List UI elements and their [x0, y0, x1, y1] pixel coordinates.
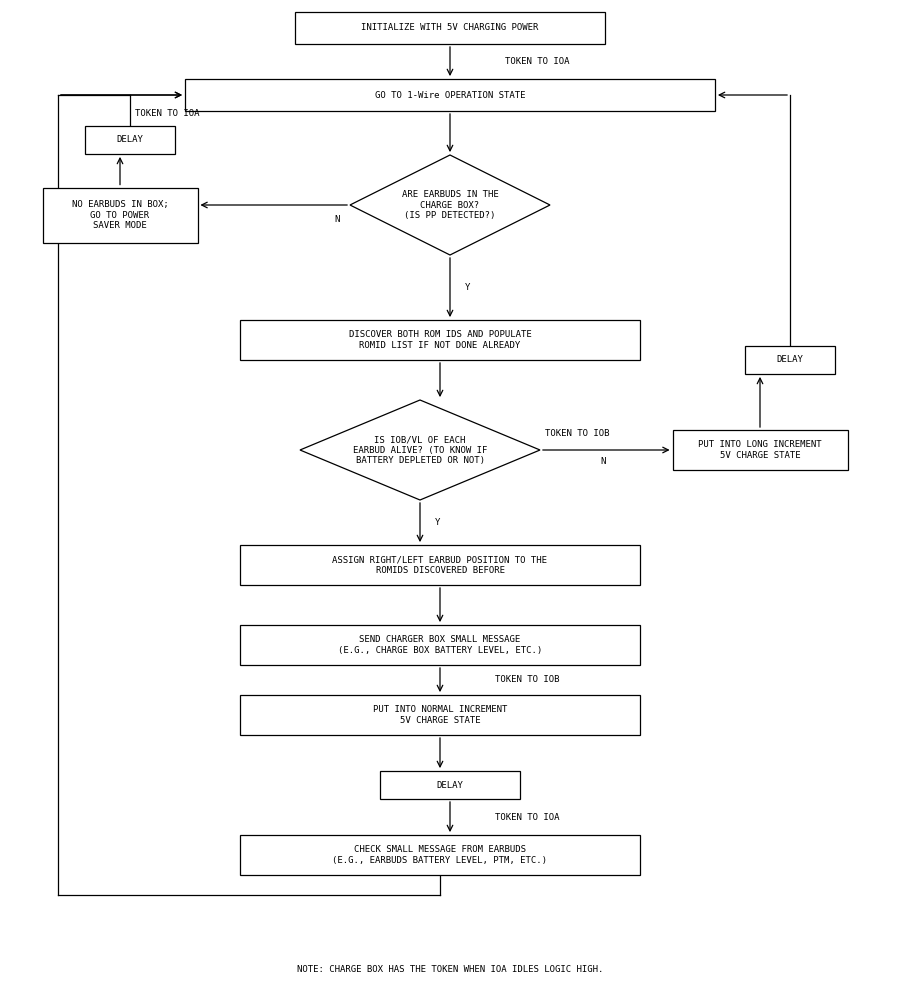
Bar [295, 12, 605, 44]
Text: TOKEN TO IOB: TOKEN TO IOB [495, 676, 560, 684]
Text: DELAY: DELAY [777, 356, 804, 364]
Text: GO TO 1-Wire OPERATION STATE: GO TO 1-Wire OPERATION STATE [374, 91, 526, 100]
Text: ASSIGN RIGHT/LEFT EARBUD POSITION TO THE
ROMIDS DISCOVERED BEFORE: ASSIGN RIGHT/LEFT EARBUD POSITION TO THE… [332, 555, 547, 575]
Text: TOKEN TO IOA: TOKEN TO IOA [495, 812, 560, 822]
Text: INITIALIZE WITH 5V CHARGING POWER: INITIALIZE WITH 5V CHARGING POWER [361, 23, 539, 32]
Bar [42, 188, 197, 242]
Polygon shape [300, 400, 540, 500]
Bar [240, 835, 640, 875]
Text: SEND CHARGER BOX SMALL MESSAGE
(E.G., CHARGE BOX BATTERY LEVEL, ETC.): SEND CHARGER BOX SMALL MESSAGE (E.G., CH… [338, 635, 542, 655]
Bar [380, 771, 520, 799]
Bar [240, 545, 640, 585]
Bar [672, 430, 848, 470]
Text: Y: Y [436, 518, 441, 527]
Bar [240, 695, 640, 735]
Text: CHECK SMALL MESSAGE FROM EARBUDS
(E.G., EARBUDS BATTERY LEVEL, PTM, ETC.): CHECK SMALL MESSAGE FROM EARBUDS (E.G., … [332, 845, 547, 865]
Polygon shape [350, 155, 550, 255]
Text: TOKEN TO IOB: TOKEN TO IOB [545, 430, 609, 438]
Text: DELAY: DELAY [436, 780, 464, 790]
Text: NO EARBUDS IN BOX;
GO TO POWER
SAVER MODE: NO EARBUDS IN BOX; GO TO POWER SAVER MOD… [72, 200, 168, 230]
Text: IS IOB/VL OF EACH
EARBUD ALIVE? (TO KNOW IF
BATTERY DEPLETED OR NOT): IS IOB/VL OF EACH EARBUD ALIVE? (TO KNOW… [353, 435, 487, 465]
Bar [185, 79, 715, 111]
Text: Y: Y [465, 283, 471, 292]
Bar [240, 320, 640, 360]
Bar [240, 625, 640, 665]
Bar [745, 346, 835, 374]
Bar [85, 126, 175, 154]
Text: N: N [600, 458, 606, 466]
Text: ARE EARBUDS IN THE
CHARGE BOX?
(IS PP DETECTED?): ARE EARBUDS IN THE CHARGE BOX? (IS PP DE… [401, 190, 499, 220]
Text: TOKEN TO IOA: TOKEN TO IOA [135, 109, 200, 118]
Text: PUT INTO LONG INCREMENT
5V CHARGE STATE: PUT INTO LONG INCREMENT 5V CHARGE STATE [698, 440, 822, 460]
Text: N: N [335, 215, 340, 224]
Text: NOTE: CHARGE BOX HAS THE TOKEN WHEN IOA IDLES LOGIC HIGH.: NOTE: CHARGE BOX HAS THE TOKEN WHEN IOA … [297, 966, 603, 974]
Text: DELAY: DELAY [117, 135, 143, 144]
Text: PUT INTO NORMAL INCREMENT
5V CHARGE STATE: PUT INTO NORMAL INCREMENT 5V CHARGE STAT… [373, 705, 508, 725]
Text: DISCOVER BOTH ROM IDS AND POPULATE
ROMID LIST IF NOT DONE ALREADY: DISCOVER BOTH ROM IDS AND POPULATE ROMID… [348, 330, 531, 350]
Text: TOKEN TO IOA: TOKEN TO IOA [505, 57, 570, 66]
